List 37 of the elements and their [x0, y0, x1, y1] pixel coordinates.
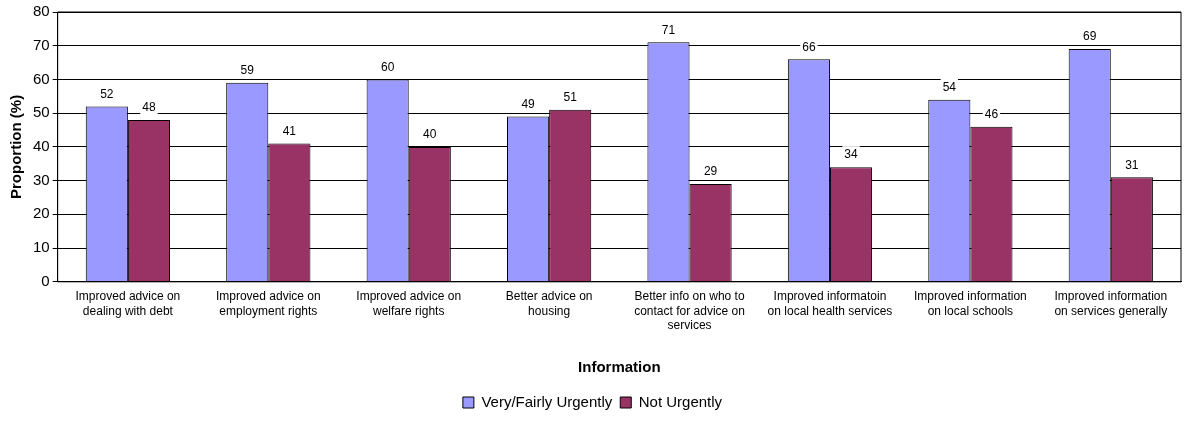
- y-tick-label: 60: [33, 69, 50, 87]
- data-label: 40: [423, 127, 437, 142]
- legend-label: Not Urgently: [638, 392, 723, 410]
- data-label: 48: [142, 100, 156, 115]
- x-tick-label: Improved informatoin on local health services: [767, 289, 893, 318]
- y-tick-label: 20: [33, 204, 50, 222]
- data-label: 52: [100, 86, 114, 101]
- x-tick-label: Improved information on services generally: [1054, 289, 1168, 318]
- x-tick-label: Better info on who to contact for advice on services: [634, 289, 745, 333]
- data-label: 54: [942, 80, 957, 94]
- y-tick-label: 30: [33, 170, 50, 188]
- data-label: 60: [380, 59, 395, 74]
- legend-label: Very/Fairly Urgently: [481, 392, 613, 410]
- x-tick-label: Improved advice on welfare rights: [356, 289, 462, 318]
- data-label: 69: [1083, 29, 1097, 44]
- data-label: 59: [240, 63, 255, 78]
- data-label: 34: [844, 147, 859, 162]
- data-label: 66: [802, 39, 816, 54]
- data-label: 51: [563, 90, 578, 105]
- data-label: 46: [984, 106, 999, 121]
- y-tick-label: 80: [33, 2, 50, 20]
- y-tick-label: 10: [33, 238, 50, 256]
- y-tick-label: 70: [33, 35, 50, 53]
- y-tick-label: 0: [41, 271, 50, 289]
- y-tick-label: 40: [33, 137, 50, 155]
- x-tick-label: Better advice on housing: [505, 289, 593, 318]
- x-axis-title: Information: [578, 358, 661, 376]
- x-tick-label: Improved information on local schools: [914, 289, 1027, 318]
- data-label: 29: [703, 164, 718, 179]
- y-tick-label: 50: [33, 103, 50, 121]
- x-tick-label: Improved advice on dealing with debt: [75, 289, 181, 318]
- x-tick-label: Improved advice on employment rights: [215, 289, 321, 318]
- data-label: 31: [1125, 157, 1139, 172]
- data-label: 71: [661, 22, 676, 37]
- data-label: 41: [282, 123, 297, 138]
- data-label: 49: [521, 96, 536, 111]
- y-axis-title: Proportion (%): [7, 94, 25, 199]
